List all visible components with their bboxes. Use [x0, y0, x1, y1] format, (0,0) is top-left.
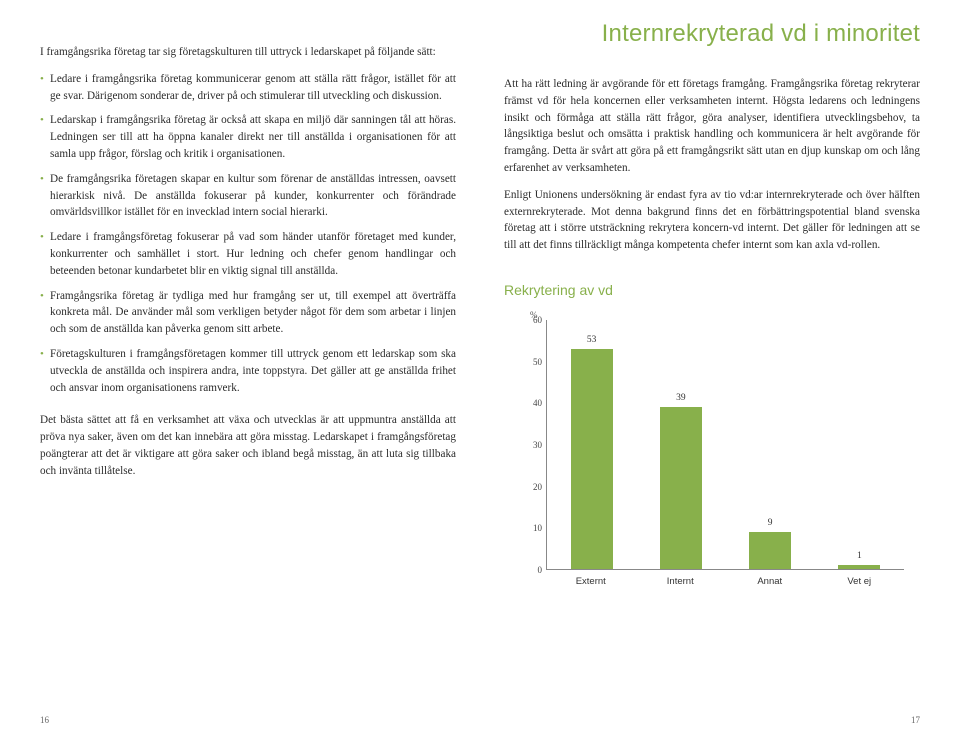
list-item: Företagskulturen i framgångsföretagen ko… [40, 346, 456, 396]
chart-x-label: Externt [546, 572, 636, 590]
page-number-left: 16 [40, 715, 49, 725]
chart-bar-slot: 1 [815, 320, 904, 569]
list-item: Ledare i framgångsrika företag kommunice… [40, 71, 456, 105]
chart-title: Rekrytering av vd [504, 282, 920, 298]
chart-bar: 39 [660, 407, 702, 569]
bullet-list: Ledare i framgångsrika företag kommunice… [40, 71, 456, 405]
chart-x-label: Internt [636, 572, 726, 590]
chart-x-axis: ExterntInterntAnnatVet ej [546, 572, 904, 590]
list-item: De framgångsrika företagen skapar en kul… [40, 171, 456, 221]
chart-x-label: Annat [725, 572, 815, 590]
chart-y-tick: 60 [533, 315, 542, 325]
page-number-right: 17 [911, 715, 920, 725]
chart-y-tick: 50 [533, 357, 542, 367]
chart-plot-area: 53 39 9 1 [546, 320, 904, 570]
list-item: Ledarskap i framgångsrika företag är ock… [40, 112, 456, 162]
page-title: Internrekryterad vd i minoritet [504, 20, 920, 48]
chart-y-tick: 30 [533, 440, 542, 450]
chart-bar-value: 1 [857, 551, 862, 561]
chart-x-label: Vet ej [815, 572, 905, 590]
chart-y-tick: 20 [533, 482, 542, 492]
closing-text: Det bästa sättet att få en verksamhet at… [40, 412, 456, 479]
chart-bar-value: 53 [587, 335, 597, 345]
chart-y-tick: 40 [533, 398, 542, 408]
chart-bar-slot: 39 [636, 320, 725, 569]
chart-bar: 9 [749, 532, 791, 569]
list-item: Ledare i framgångsföretag fokuserar på v… [40, 229, 456, 279]
intro-text: I framgångsrika företag tar sig företags… [40, 44, 456, 61]
chart-bar-slot: 53 [547, 320, 636, 569]
chart-y-tick: 10 [533, 523, 542, 533]
chart-y-axis: 0102030405060 [524, 320, 546, 570]
bar-chart: % 0102030405060 533991 ExterntInterntAnn… [524, 310, 904, 590]
chart-y-tick: 0 [538, 565, 543, 575]
chart-bar: 1 [838, 565, 880, 569]
right-para-2: Enligt Unionens undersökning är endast f… [504, 187, 920, 254]
chart-bar-value: 9 [768, 518, 773, 528]
chart-bar: 53 [571, 349, 613, 569]
chart-bars: 53 39 9 1 [547, 320, 904, 569]
right-para-1: Att ha rätt ledning är avgörande för ett… [504, 76, 920, 177]
list-item: Framgångsrika företag är tydliga med hur… [40, 288, 456, 338]
chart-bar-slot: 9 [726, 320, 815, 569]
chart-bar-value: 39 [676, 393, 686, 403]
